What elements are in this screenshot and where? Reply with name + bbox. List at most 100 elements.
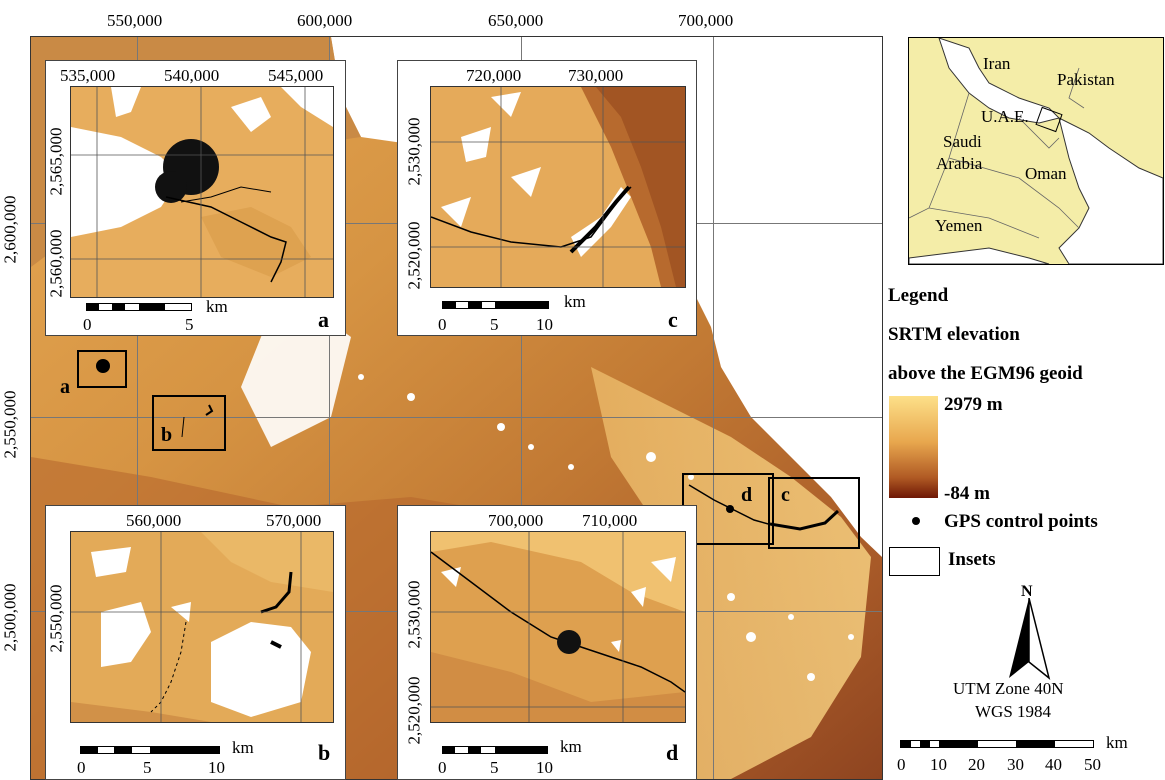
main-scale-label: 40 <box>1045 755 1062 774</box>
north-arrow-icon <box>1009 598 1051 680</box>
inset-box-label-d: d <box>741 484 753 506</box>
inset-a-top-tick: 545,000 <box>268 66 324 85</box>
grid-line <box>521 37 522 779</box>
inset-b: 560,000 570,000 2,550,000 km 0 5 10 b <box>45 505 346 780</box>
inset-b-top-tick: 570,000 <box>266 511 322 530</box>
inset-a-left-tick: 2,560,000 <box>46 229 66 298</box>
grid-line <box>137 37 138 779</box>
inset-d-scale-label: 5 <box>490 758 499 777</box>
gps-point-symbol <box>912 517 920 525</box>
locator-label-pakistan: Pakistan <box>1057 70 1115 89</box>
inset-c-top-tick: 720,000 <box>466 66 522 85</box>
legend-gps-label: GPS control points <box>944 511 1098 532</box>
top-tick-label: 700,000 <box>678 11 734 30</box>
legend-max-label: 2979 m <box>944 394 1003 415</box>
inset-d: 700,000 710,000 2,530,000 2,520,000 km 0… <box>397 505 697 780</box>
inset-d-scalebar <box>442 746 548 754</box>
grid-line <box>329 37 330 779</box>
inset-b-map <box>70 531 334 723</box>
inset-d-letter: d <box>666 740 679 765</box>
locator-map: Iran Pakistan U.A.E. Saudi Arabia Oman Y… <box>908 37 1164 265</box>
left-tick-label: 2,600,000 <box>0 195 20 264</box>
inset-c-scalebar <box>442 301 549 309</box>
inset-d-left-tick: 2,530,000 <box>404 580 424 649</box>
inset-c-left-tick: 2,520,000 <box>404 221 424 290</box>
projection-line-1: UTM Zone 40N <box>953 679 1064 698</box>
inset-c-scale-label: 5 <box>490 315 499 334</box>
inset-a-scalebar <box>86 303 192 311</box>
projection-line-2: WGS 1984 <box>975 702 1052 721</box>
inset-a-map <box>70 86 334 298</box>
inset-c-scale-label: 0 <box>438 315 447 334</box>
locator-label-arabia: Arabia <box>936 154 983 173</box>
grid-line <box>713 37 714 779</box>
locator-label-uae: U.A.E. <box>981 107 1029 126</box>
inset-b-left-tick: 2,550,000 <box>46 584 66 653</box>
legend-min-label: -84 m <box>944 483 990 504</box>
inset-symbol <box>889 547 940 576</box>
inset-a-scale-label: 0 <box>83 315 92 334</box>
legend-title: Legend <box>888 285 949 306</box>
locator-label-saudi: Saudi <box>943 132 982 151</box>
locator-label-yemen: Yemen <box>935 216 983 235</box>
inset-b-letter: b <box>318 740 331 765</box>
inset-box-b[interactable] <box>152 395 226 451</box>
main-scale-label: 0 <box>897 755 906 774</box>
inset-a-raster <box>71 87 333 297</box>
top-tick-label: 600,000 <box>297 11 353 30</box>
inset-d-top-tick: 700,000 <box>488 511 544 530</box>
top-tick-label: 650,000 <box>488 11 544 30</box>
inset-d-scale-label: 0 <box>438 758 447 777</box>
main-scale-label: 30 <box>1007 755 1024 774</box>
inset-a: 535,000 540,000 545,000 2,565,000 2,560,… <box>45 60 346 336</box>
main-scale-label: 50 <box>1084 755 1101 774</box>
inset-a-top-tick: 540,000 <box>164 66 220 85</box>
north-label: N <box>1021 583 1033 600</box>
inset-d-top-tick: 710,000 <box>582 511 638 530</box>
inset-c-scale-unit: km <box>564 292 586 311</box>
inset-c-map <box>430 86 686 288</box>
inset-d-scale-unit: km <box>560 737 582 756</box>
inset-box-label-b: b <box>161 424 173 446</box>
inset-box-label-a: a <box>60 376 70 398</box>
inset-c: 720,000 730,000 2,530,000 2,520,000 km 0… <box>397 60 697 336</box>
locator-label-iran: Iran <box>983 54 1011 73</box>
main-scale-label: 10 <box>930 755 947 774</box>
inset-c-left-tick: 2,530,000 <box>404 117 424 186</box>
top-tick-label: 550,000 <box>107 11 163 30</box>
inset-b-scale-label: 5 <box>143 758 152 777</box>
locator-label-oman: Oman <box>1025 164 1067 183</box>
inset-a-left-tick: 2,565,000 <box>46 127 66 196</box>
left-tick-label: 2,550,000 <box>0 390 20 459</box>
legend-insets-label: Insets <box>948 549 996 570</box>
inset-c-top-tick: 730,000 <box>568 66 624 85</box>
inset-a-letter: a <box>318 307 329 332</box>
inset-b-scale-label: 0 <box>77 758 86 777</box>
legend-raster-title-1: SRTM elevation <box>888 324 1020 345</box>
inset-a-scale-label: 5 <box>185 315 194 334</box>
inset-box-c[interactable] <box>768 477 860 549</box>
inset-b-raster <box>71 532 333 722</box>
inset-c-letter: c <box>668 307 678 332</box>
inset-d-map <box>430 531 686 723</box>
locator-land <box>909 38 1163 264</box>
legend-raster-title-2: above the EGM96 geoid <box>888 363 1083 384</box>
inset-box-label-c: c <box>781 484 790 506</box>
main-scale-label: 20 <box>968 755 985 774</box>
inset-c-scale-label: 10 <box>536 315 553 334</box>
main-scalebar <box>900 740 1094 748</box>
main-scale-unit: km <box>1106 733 1128 752</box>
inset-a-scale-unit: km <box>206 297 228 316</box>
inset-c-raster <box>431 87 685 287</box>
left-tick-label: 2,500,000 <box>0 583 20 652</box>
inset-d-raster <box>431 532 685 722</box>
inset-d-left-tick: 2,520,000 <box>404 676 424 745</box>
inset-box-a[interactable] <box>77 350 127 388</box>
inset-b-scale-unit: km <box>232 738 254 757</box>
inset-d-scale-label: 10 <box>536 758 553 777</box>
grid-line <box>31 417 882 418</box>
inset-a-top-tick: 535,000 <box>60 66 116 85</box>
inset-b-scalebar <box>80 746 220 754</box>
inset-b-scale-label: 10 <box>208 758 225 777</box>
inset-b-top-tick: 560,000 <box>126 511 182 530</box>
